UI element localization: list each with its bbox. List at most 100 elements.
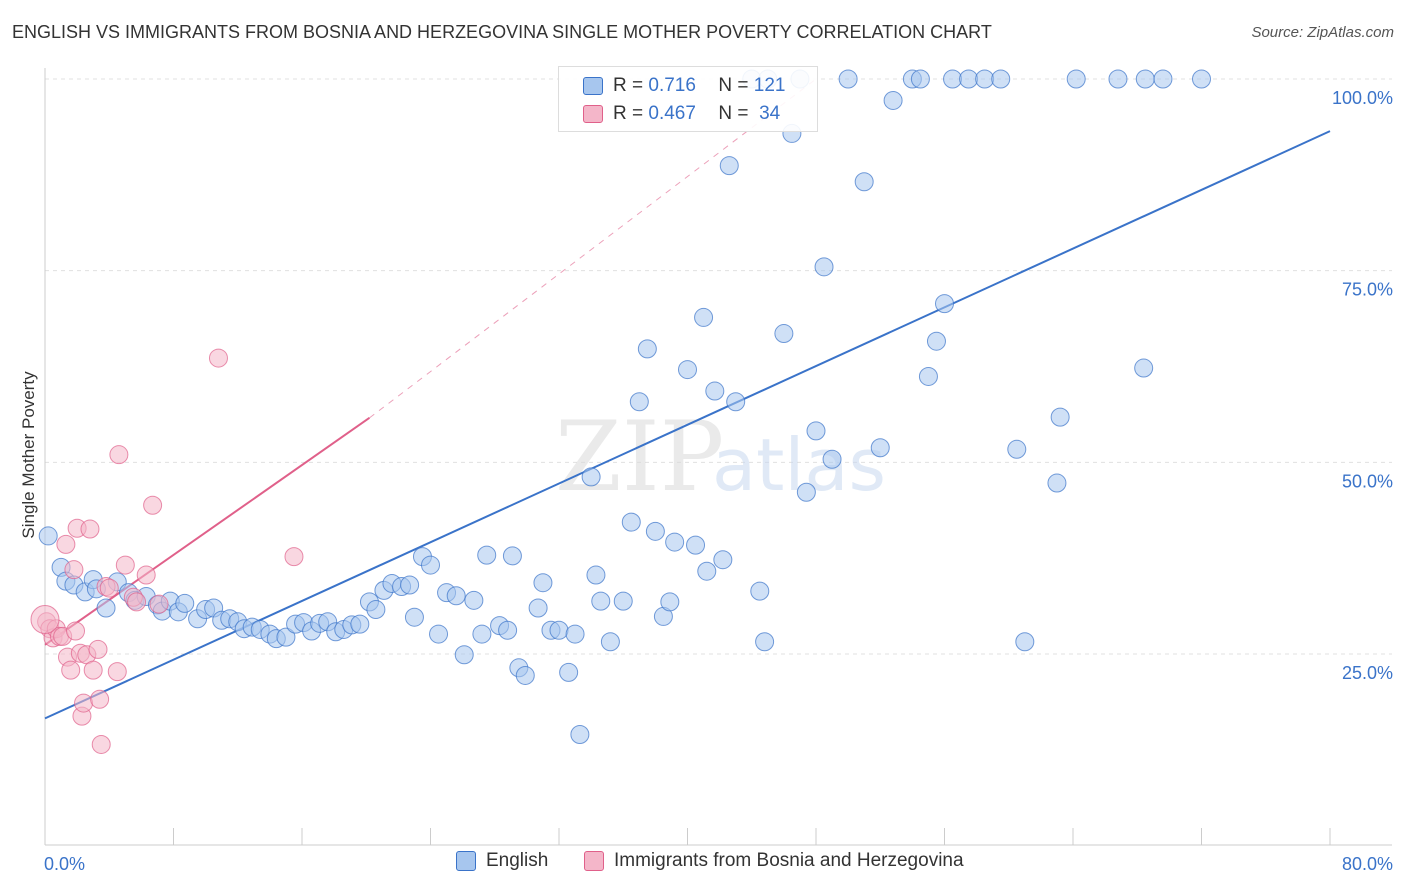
english-point bbox=[1192, 69, 1211, 89]
english-point bbox=[1066, 69, 1086, 89]
x-tick-label: 80.0% bbox=[1342, 854, 1393, 874]
english-point bbox=[629, 392, 649, 412]
bosnia-point bbox=[74, 693, 94, 713]
bosnia-point bbox=[149, 594, 169, 614]
bosnia-point bbox=[136, 565, 156, 585]
english-point bbox=[678, 360, 697, 380]
n-label: N = bbox=[718, 103, 749, 124]
n-value: 121 bbox=[753, 75, 786, 96]
english-point bbox=[686, 535, 706, 555]
english-point bbox=[697, 561, 717, 581]
bosnia-legend-swatch-icon bbox=[584, 851, 604, 871]
watermark: ZIP atlas bbox=[555, 401, 886, 513]
english-point bbox=[1134, 358, 1154, 378]
english-point bbox=[935, 294, 954, 314]
y-tick-label: 75.0% bbox=[1342, 280, 1393, 300]
english-point bbox=[870, 438, 890, 458]
bosnia-point bbox=[88, 639, 108, 659]
english-point bbox=[755, 632, 775, 652]
bosnia-trend-extension bbox=[369, 78, 817, 419]
y-tick-label: 25.0% bbox=[1342, 663, 1393, 683]
bosnia-point bbox=[115, 555, 135, 575]
english-point bbox=[565, 624, 585, 644]
bosnia-point bbox=[127, 592, 147, 612]
english-point bbox=[726, 392, 746, 412]
english-point bbox=[621, 512, 641, 532]
english-point bbox=[694, 307, 714, 327]
english-point bbox=[660, 592, 680, 612]
series-legend: English Immigrants from Bosnia and Herze… bbox=[0, 850, 1406, 878]
english-point bbox=[38, 526, 58, 546]
english-point bbox=[1007, 439, 1027, 459]
english-point bbox=[613, 591, 633, 611]
english-point bbox=[705, 381, 725, 401]
stats-legend-row-english: R = 0.716 N = 121 bbox=[583, 71, 785, 101]
english-point bbox=[533, 573, 553, 593]
english-point bbox=[454, 645, 474, 665]
english-point bbox=[918, 366, 938, 386]
r-value: 0.716 bbox=[648, 75, 696, 96]
english-point bbox=[559, 662, 579, 682]
bosnia-point bbox=[109, 445, 129, 465]
english-point bbox=[1050, 407, 1070, 427]
english-point bbox=[838, 69, 858, 89]
english-point bbox=[719, 156, 739, 176]
r-label: R = bbox=[613, 103, 644, 124]
english-point bbox=[421, 555, 440, 575]
legend-item-english[interactable]: English bbox=[456, 850, 548, 872]
english-point bbox=[796, 482, 816, 502]
english-point bbox=[446, 586, 466, 606]
english-point bbox=[637, 339, 657, 359]
bosnia-point bbox=[107, 662, 127, 682]
bosnia-point bbox=[56, 534, 76, 554]
legend-item-bosnia[interactable]: Immigrants from Bosnia and Herzegovina bbox=[584, 850, 964, 872]
english-point bbox=[96, 598, 116, 618]
english-point bbox=[477, 545, 497, 565]
bosnia-point bbox=[66, 621, 86, 641]
english-point bbox=[528, 598, 548, 618]
english-point bbox=[854, 172, 874, 192]
n-value: 34 bbox=[759, 103, 781, 124]
english-point bbox=[774, 324, 794, 344]
y-tick-label: 100.0% bbox=[1332, 88, 1393, 108]
english-point bbox=[581, 467, 601, 487]
n-label: N = bbox=[718, 75, 749, 96]
english-point bbox=[404, 607, 424, 627]
english-point bbox=[750, 581, 770, 601]
english-point bbox=[429, 624, 449, 644]
chart-title: ENGLISH VS IMMIGRANTS FROM BOSNIA AND HE… bbox=[12, 22, 992, 42]
data-points bbox=[30, 69, 1211, 754]
english-point bbox=[959, 69, 979, 89]
bosnia-point bbox=[80, 519, 100, 539]
english-point bbox=[713, 550, 733, 570]
legend-label-bosnia: Immigrants from Bosnia and Herzegovina bbox=[614, 850, 964, 871]
english-point bbox=[276, 627, 296, 647]
english-point bbox=[586, 565, 606, 585]
bosnia-point bbox=[143, 495, 163, 515]
english-point bbox=[502, 546, 522, 566]
r-label: R = bbox=[613, 75, 644, 96]
bosnia-point bbox=[83, 660, 103, 680]
bosnia-point bbox=[30, 605, 60, 634]
bosnia-point bbox=[284, 547, 304, 567]
english-point bbox=[975, 69, 995, 89]
stats-legend: R = 0.716 N = 121 R = 0.467 N = 34 bbox=[558, 66, 818, 132]
chart-source: Source: ZipAtlas.com bbox=[1251, 24, 1394, 41]
y-tick-label: 50.0% bbox=[1342, 471, 1393, 491]
english-point bbox=[591, 591, 611, 611]
english-point bbox=[1153, 69, 1173, 89]
english-point bbox=[515, 665, 535, 685]
english-point bbox=[806, 421, 826, 441]
english-point bbox=[926, 331, 946, 351]
english-point bbox=[498, 620, 518, 640]
grid-lines bbox=[45, 78, 1392, 655]
english-point bbox=[350, 614, 370, 634]
english-point bbox=[645, 521, 665, 541]
english-point bbox=[1015, 632, 1035, 652]
english-point bbox=[472, 624, 492, 644]
english-point bbox=[1108, 69, 1128, 89]
english-point bbox=[910, 69, 930, 89]
english-point bbox=[1135, 69, 1155, 89]
english-point bbox=[1047, 473, 1067, 493]
